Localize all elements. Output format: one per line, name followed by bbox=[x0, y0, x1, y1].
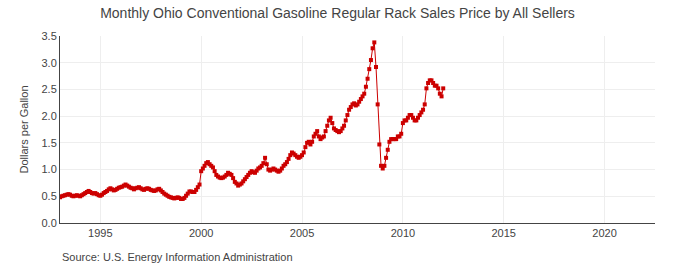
svg-text:3.0: 3.0 bbox=[42, 57, 57, 69]
svg-text:2020: 2020 bbox=[592, 227, 616, 239]
svg-text:1.0: 1.0 bbox=[42, 163, 57, 175]
svg-text:2.5: 2.5 bbox=[42, 83, 57, 95]
svg-text:2005: 2005 bbox=[290, 227, 314, 239]
svg-text:2015: 2015 bbox=[491, 227, 515, 239]
svg-text:1995: 1995 bbox=[88, 227, 112, 239]
svg-text:0.0: 0.0 bbox=[42, 217, 57, 229]
svg-text:Dollars per Gallon: Dollars per Gallon bbox=[18, 85, 30, 173]
svg-text:0.5: 0.5 bbox=[42, 190, 57, 202]
svg-text:2000: 2000 bbox=[189, 227, 213, 239]
svg-text:Monthly Ohio Conventional Gaso: Monthly Ohio Conventional Gasoline Regul… bbox=[100, 5, 575, 21]
svg-text:Source: U.S. Energy Informatio: Source: U.S. Energy Information Administ… bbox=[62, 251, 293, 263]
svg-text:1.5: 1.5 bbox=[42, 137, 57, 149]
svg-text:2.0: 2.0 bbox=[42, 110, 57, 122]
svg-text:3.5: 3.5 bbox=[42, 30, 57, 42]
svg-text:2010: 2010 bbox=[391, 227, 415, 239]
